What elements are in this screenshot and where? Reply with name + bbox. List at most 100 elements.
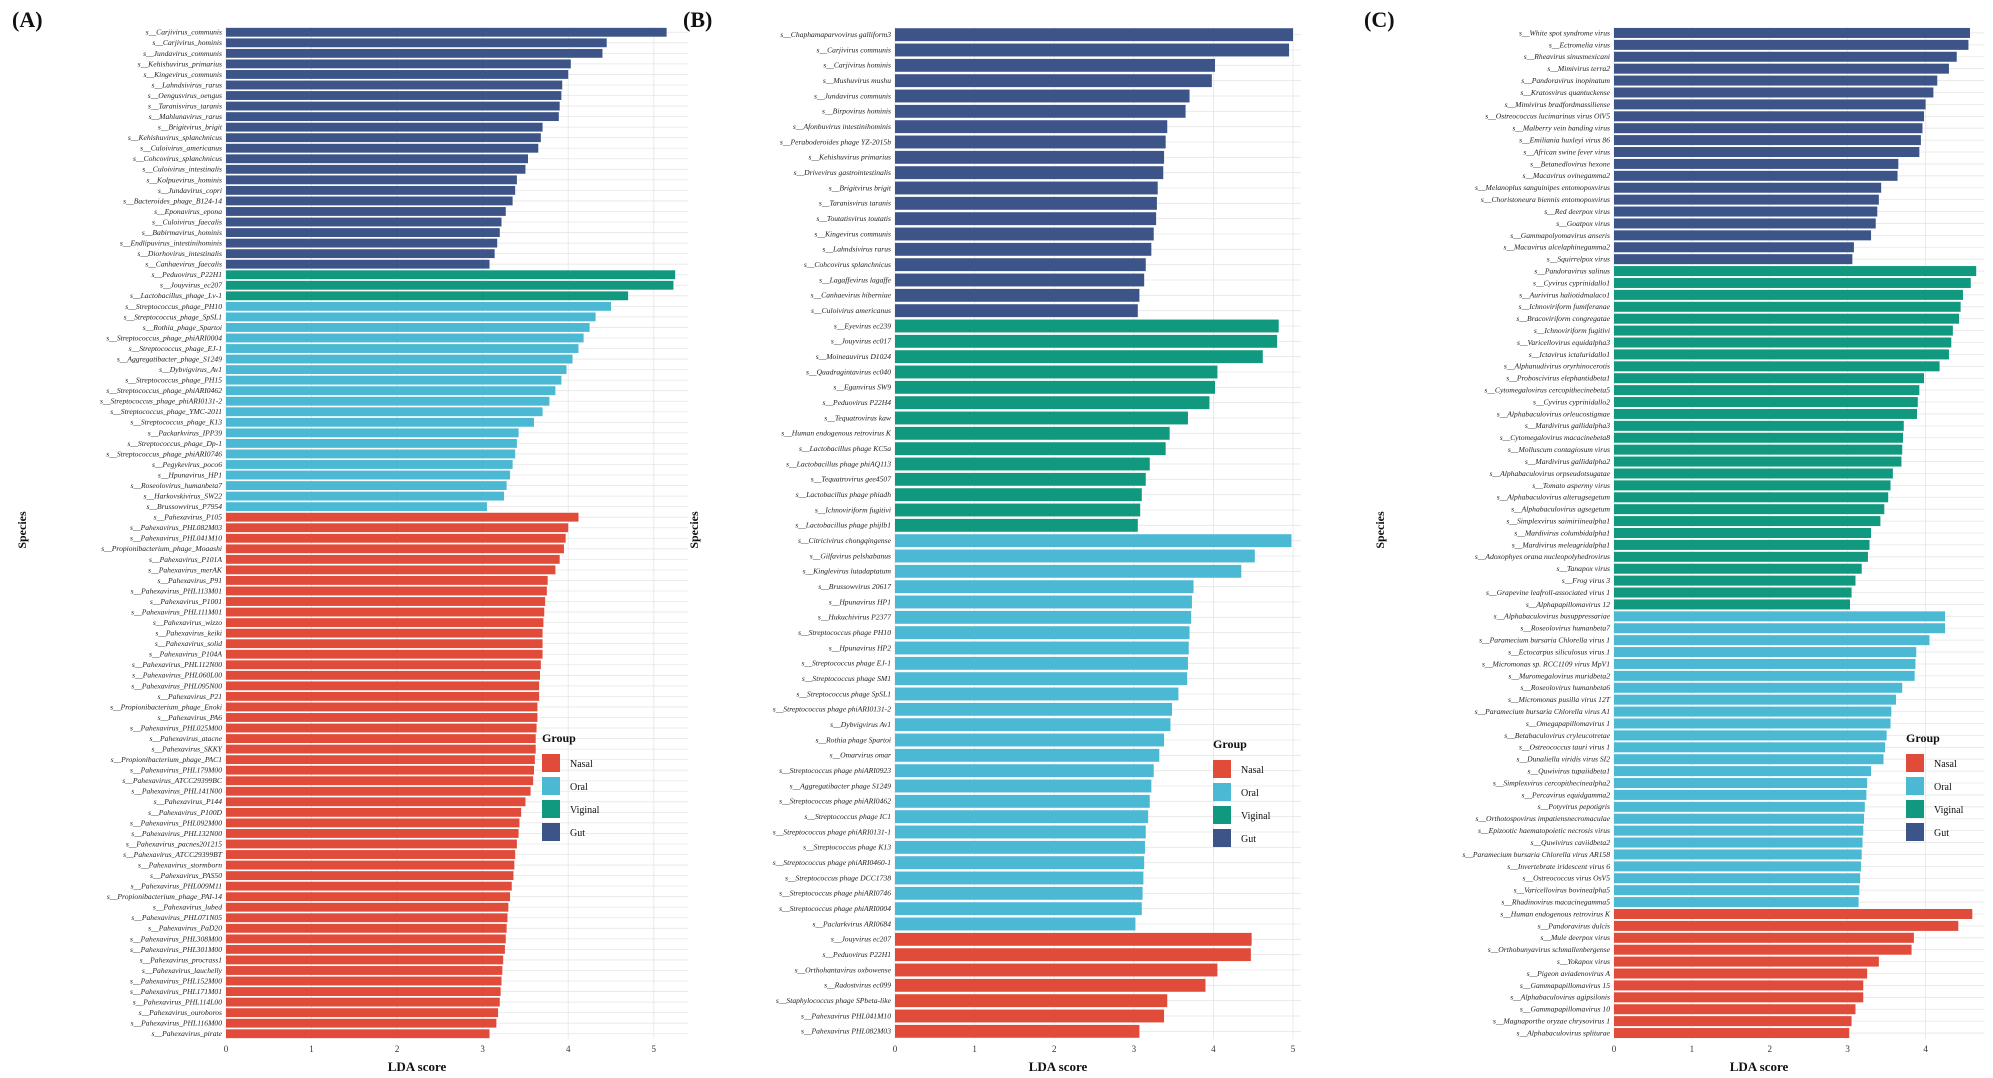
bar-nasal <box>226 512 579 522</box>
bar-oral <box>895 549 1255 563</box>
category-label: s__Gammapapillomavirus 10 <box>1520 1005 1610 1014</box>
bar-oral <box>1614 647 1917 658</box>
bar-oral <box>1614 635 1930 646</box>
category-label: s__Magnaporthe oryzae chrysovirus 1 <box>1493 1017 1610 1026</box>
category-label: s__Choristoneura biennis entomopoxvirus <box>1481 195 1610 204</box>
category-label: s__Pahexavirus_PHL041M10 <box>130 534 222 543</box>
bar-vaginal <box>1614 266 1977 277</box>
category-label: s__Streptococcus phage SM1 <box>802 674 891 683</box>
category-label: s__Jouyvirus_ec207 <box>160 281 223 290</box>
bar-gut <box>1614 147 1920 158</box>
category-label: s__Streptococcus phage K13 <box>803 843 891 852</box>
category-label: s__Alphabaculovirus agipsilonis <box>1510 993 1610 1002</box>
bar-oral <box>895 902 1142 916</box>
category-label: s__Pahexavirus_PHL025M00 <box>130 723 222 732</box>
category-label: s__Squirrelpox virus <box>1547 255 1610 264</box>
chart-panel-1: s__Carjivirus_communiss__Carjivirus_homi… <box>12 7 688 1074</box>
x-tick-label: 2 <box>1768 1044 1773 1054</box>
category-label: s__Hpunavirus HP1 <box>829 597 891 606</box>
category-label: s__Orthotospovirus impatiensnecromaculae <box>1476 814 1611 823</box>
bar-nasal <box>895 948 1251 962</box>
category-label: s__Paclarkvirus ARI0684 <box>812 919 891 928</box>
category-label: s__Frog virus 3 <box>1562 576 1610 585</box>
bar-nasal <box>895 1024 1140 1038</box>
category-label: s__Streptococcus_phage_PH15 <box>125 376 222 385</box>
category-label: s__Omegapapillomavirus 1 <box>1526 719 1610 728</box>
bar-gut <box>895 242 1152 256</box>
category-label: s__Hpunavirus HP2 <box>829 643 891 652</box>
bar-gut <box>1614 99 1926 110</box>
bar-gut <box>1614 230 1872 241</box>
x-tick-label: 0 <box>1612 1044 1617 1054</box>
bar-gut <box>226 196 513 206</box>
category-label: s__Moineauvirus D1024 <box>816 352 892 361</box>
bar-nasal <box>226 881 512 891</box>
bar-gut <box>1614 111 1925 122</box>
bar-nasal <box>226 850 516 859</box>
category-label: s__Muromegalovirus muridbeta2 <box>1508 671 1610 680</box>
category-label: s__Lactobacillus phage KC5a <box>799 444 891 453</box>
category-label: s__Mardivirus meleagridalpha1 <box>1512 540 1610 549</box>
y-axis-title: Species <box>1373 511 1387 549</box>
bar-oral <box>1614 766 1872 777</box>
bar-gut <box>226 238 498 248</box>
category-label: s__Rothia_phage_Spartoi <box>143 323 222 332</box>
legend-label: Viginal <box>1934 805 1964 816</box>
bar-oral <box>226 481 507 490</box>
category-label: s__Gilfavirus pelshabanus <box>810 551 891 560</box>
bar-nasal <box>226 723 537 733</box>
category-label: s__Streptococcus_phage_YMC-2011 <box>110 407 222 416</box>
bar-vaginal <box>1614 504 1885 515</box>
category-label: s__Kehishuvirus_splanchnicus <box>128 133 222 142</box>
category-label: s__Mimivirus terra2 <box>1547 64 1610 73</box>
x-axis-title: LDA score <box>388 1059 447 1074</box>
legend-swatch-vaginal <box>1906 800 1924 818</box>
category-label: s__Kolpuevirus_hominis <box>146 175 222 184</box>
bar-nasal <box>226 1008 499 1018</box>
category-label: s__African swine fever virus <box>1523 147 1610 156</box>
legend-swatch-vaginal <box>1213 806 1231 824</box>
category-label: s__Pigeon aviadenovirus A <box>1527 969 1611 978</box>
bar-nasal <box>226 533 566 543</box>
category-label: s__Streptococcus phage SpSL1 <box>796 689 891 698</box>
bar-nasal <box>226 670 540 680</box>
bar-gut <box>895 166 1164 180</box>
bar-oral <box>1614 658 1916 669</box>
bar-nasal <box>226 1029 490 1039</box>
panel-label: (A) <box>12 7 43 32</box>
bar-nasal <box>226 586 547 596</box>
category-label: s__Carjivirus_communis <box>146 28 222 37</box>
category-label: s__Ostreococcus tauri virus 1 <box>1519 743 1610 752</box>
category-label: s__Taranisvirus taranis <box>819 199 891 208</box>
category-label: s__Tomato aspermy virus <box>1532 481 1610 490</box>
bar-oral <box>226 312 596 322</box>
category-label: s__Betanedlovirus hexone <box>1530 159 1611 168</box>
legend: Group Nasal Oral Viginal Gut <box>542 731 600 841</box>
bar-vaginal <box>895 396 1210 410</box>
bar-vaginal <box>1614 313 1960 324</box>
bar-nasal <box>226 797 526 807</box>
category-label: s__Roseolovirus humanbeta7 <box>1520 624 1611 633</box>
category-label: s__Gammapapillomavirus 15 <box>1520 981 1610 990</box>
category-label: s__Pahexavirus_P101A <box>149 555 222 564</box>
category-label: s__Pahexavirus_PAS50 <box>150 871 222 880</box>
category-label: s__Potyvirus pepotigris <box>1538 802 1610 811</box>
bar-vaginal <box>1614 551 1868 562</box>
category-label: s__Pahexavirus_wizzo <box>153 618 222 627</box>
bar-nasal <box>1614 1004 1856 1015</box>
bar-vaginal <box>1614 373 1925 384</box>
category-label: s__Peduovirus P22H4 <box>822 398 891 407</box>
bar-nasal <box>226 765 534 775</box>
category-label: s__Streptococcus_phage_PH10 <box>125 302 222 311</box>
bar-vaginal <box>1614 289 1963 300</box>
bar-nasal <box>1614 920 1959 931</box>
x-tick-label: 4 <box>1923 1044 1928 1054</box>
bar-gut <box>895 196 1157 210</box>
category-label: s__Quwivirus caviidbeta2 <box>1530 838 1610 847</box>
bar-nasal <box>226 923 507 933</box>
category-label: s__Pahexavirus_PA6 <box>158 713 223 722</box>
bar-gut <box>895 258 1146 272</box>
bar-vaginal <box>1614 385 1920 396</box>
category-label: s__Betabaculovirus cryleucotretae <box>1504 731 1610 740</box>
category-label: s__Pahexavirus_PHL071N05 <box>131 913 222 922</box>
